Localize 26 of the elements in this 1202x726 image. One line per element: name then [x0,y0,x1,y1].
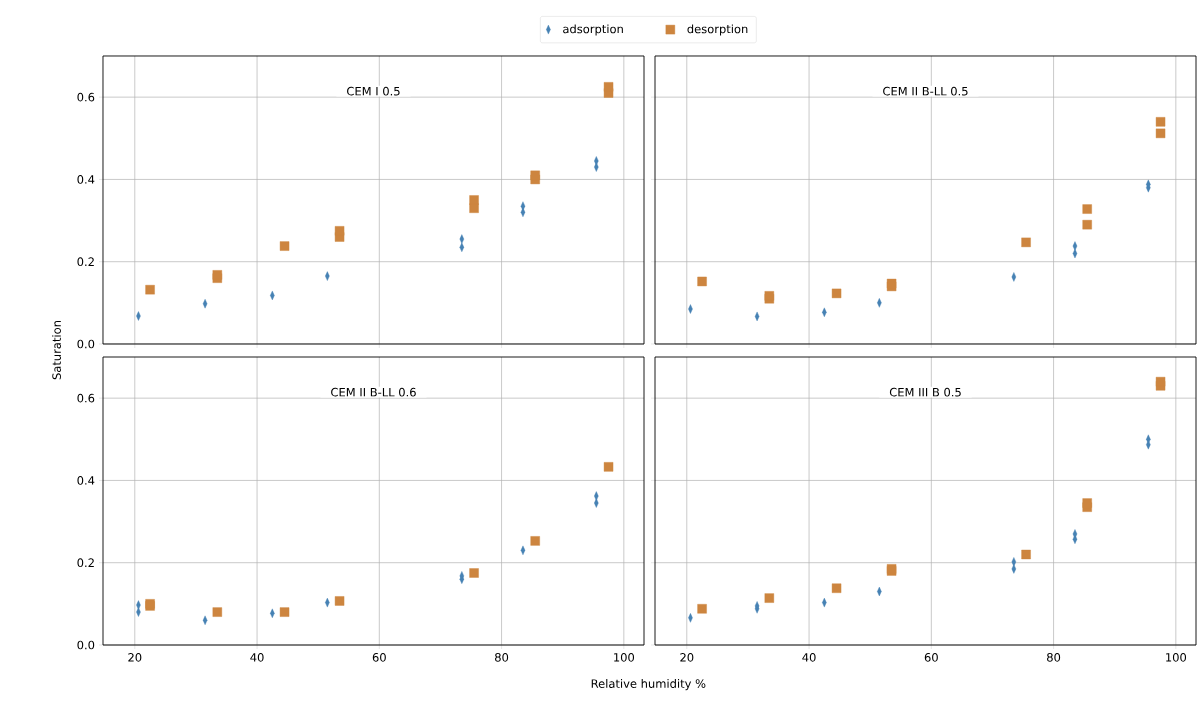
x-tick-label: 100 [614,653,635,662]
x-tick-label: 60 [372,653,386,662]
x-axis-title: Relative humidity % [591,679,706,691]
y-tick-label: 0.0 [77,339,95,349]
y-tick-label: 0.6 [77,393,95,403]
y-tick-label: 0.2 [77,558,94,568]
text: CEM II B-LL 0.6 [331,387,416,397]
x-tick-label: 40 [802,653,816,662]
x-tick-label: 100 [1166,653,1187,662]
text: CEM III B 0.5 [889,387,961,397]
text: CEM II B-LL 0.5 [883,86,968,96]
x-tick-label: 80 [1047,653,1061,662]
y-tick-label: 0.4 [77,175,95,184]
y-axis-title: Saturation [52,321,61,380]
y-tick-label: 0.2 [77,257,94,267]
y-tick-label: 0.0 [77,640,95,650]
x-tick-label: 80 [495,653,509,662]
x-tick-label: 20 [680,653,694,662]
legend-label: desorption [687,24,748,36]
text: CEM I 0.5 [347,86,400,96]
y-tick-label: 0.4 [77,476,95,485]
x-tick-label: 20 [128,653,142,662]
legend-label: adsorption [563,24,623,36]
y-tick-label: 0.6 [77,92,95,102]
x-tick-label: 60 [924,653,938,662]
x-tick-label: 40 [250,653,264,662]
